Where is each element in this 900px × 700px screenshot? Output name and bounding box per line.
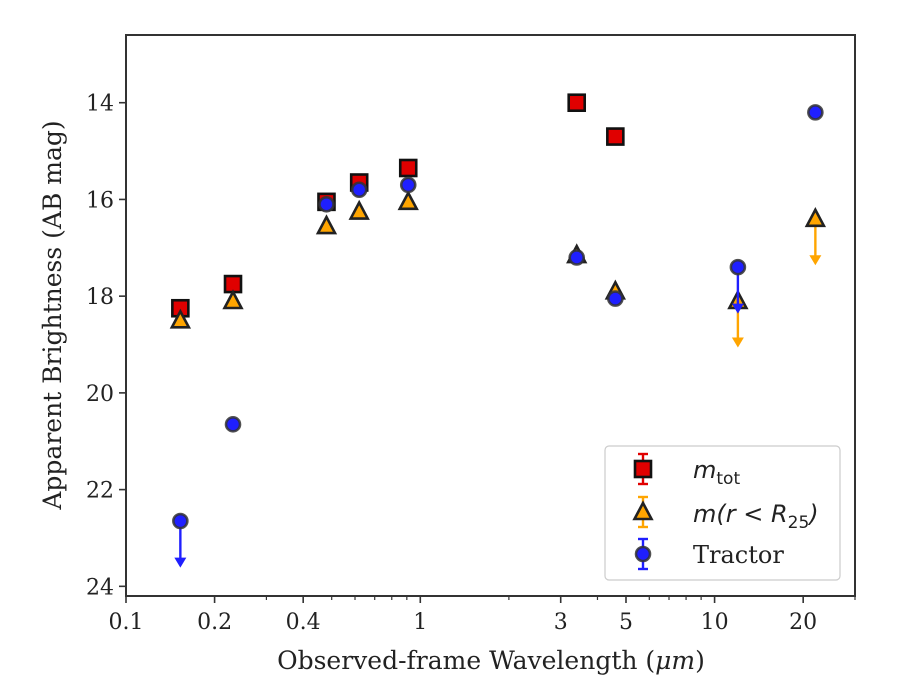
upper-limit-arrow-head xyxy=(174,557,187,568)
data-point-tractor xyxy=(607,290,624,307)
y-tick-label: 18 xyxy=(86,285,114,310)
marks-layer xyxy=(169,93,827,568)
data-point-tractor xyxy=(224,416,242,433)
data-point-tractor xyxy=(568,249,586,266)
data-point-tractor xyxy=(318,195,335,213)
y-tick-label: 24 xyxy=(86,575,114,600)
x-tick-label: 20 xyxy=(789,610,817,635)
data-point-mr25 xyxy=(169,308,192,329)
upper-limit-arrow-head xyxy=(809,255,822,266)
data-point-mr25 xyxy=(315,214,338,235)
x-tick-label: 10 xyxy=(701,610,729,635)
plot-frame xyxy=(125,34,856,597)
x-tick-label: 0.2 xyxy=(197,610,232,635)
y-tick-label: 14 xyxy=(86,92,114,117)
data-point-mr25 xyxy=(222,289,244,310)
y-tick-label: 20 xyxy=(86,382,114,407)
data-point-tractor xyxy=(729,258,747,276)
legend-box xyxy=(604,445,841,581)
data-point-mtot xyxy=(567,93,587,113)
data-point-mr25 xyxy=(397,190,419,211)
x-tick-label: 0.1 xyxy=(109,610,144,635)
x-tick-label: 0.4 xyxy=(286,610,321,635)
data-point-mtot xyxy=(606,127,625,146)
y-tick-label: 22 xyxy=(86,479,114,504)
x-tick-label: 1 xyxy=(413,610,427,635)
legend-label-tractor: Tractor xyxy=(693,541,784,569)
upper-limit-arrow-head xyxy=(731,303,744,314)
data-point-mtot xyxy=(398,158,418,178)
legend-label-mr25: m(r < R25) xyxy=(693,500,819,533)
legend-marker-mtot xyxy=(633,459,653,479)
data-point-tractor xyxy=(350,181,368,199)
x-tick-label: 5 xyxy=(619,610,633,635)
x-tick-label: 3 xyxy=(554,610,568,635)
data-point-tractor xyxy=(172,512,189,530)
ticks-layer: 0.1 0.2 0.4 1 3 5 10 20 14 16 18 20 22 24 xyxy=(86,92,856,635)
y-tick-label: 16 xyxy=(86,188,114,213)
y-axis-title: Apparent Brightness (AB mag) xyxy=(38,120,67,510)
data-point-mr25 xyxy=(348,199,370,220)
data-point-mr25 xyxy=(804,207,827,228)
legend-marker-mr25 xyxy=(632,500,654,521)
data-point-tractor xyxy=(807,104,824,121)
legend-label-mtot: mtot xyxy=(693,456,740,489)
upper-limit-arrow-head xyxy=(731,337,744,348)
x-axis-title: Observed-frame Wavelength (μm) xyxy=(277,646,705,675)
legend-symbols xyxy=(632,452,654,571)
data-point-tractor xyxy=(399,176,417,194)
legend-marker-tractor xyxy=(634,545,652,563)
legend: mtot m(r < R25) Tractor xyxy=(604,445,841,581)
